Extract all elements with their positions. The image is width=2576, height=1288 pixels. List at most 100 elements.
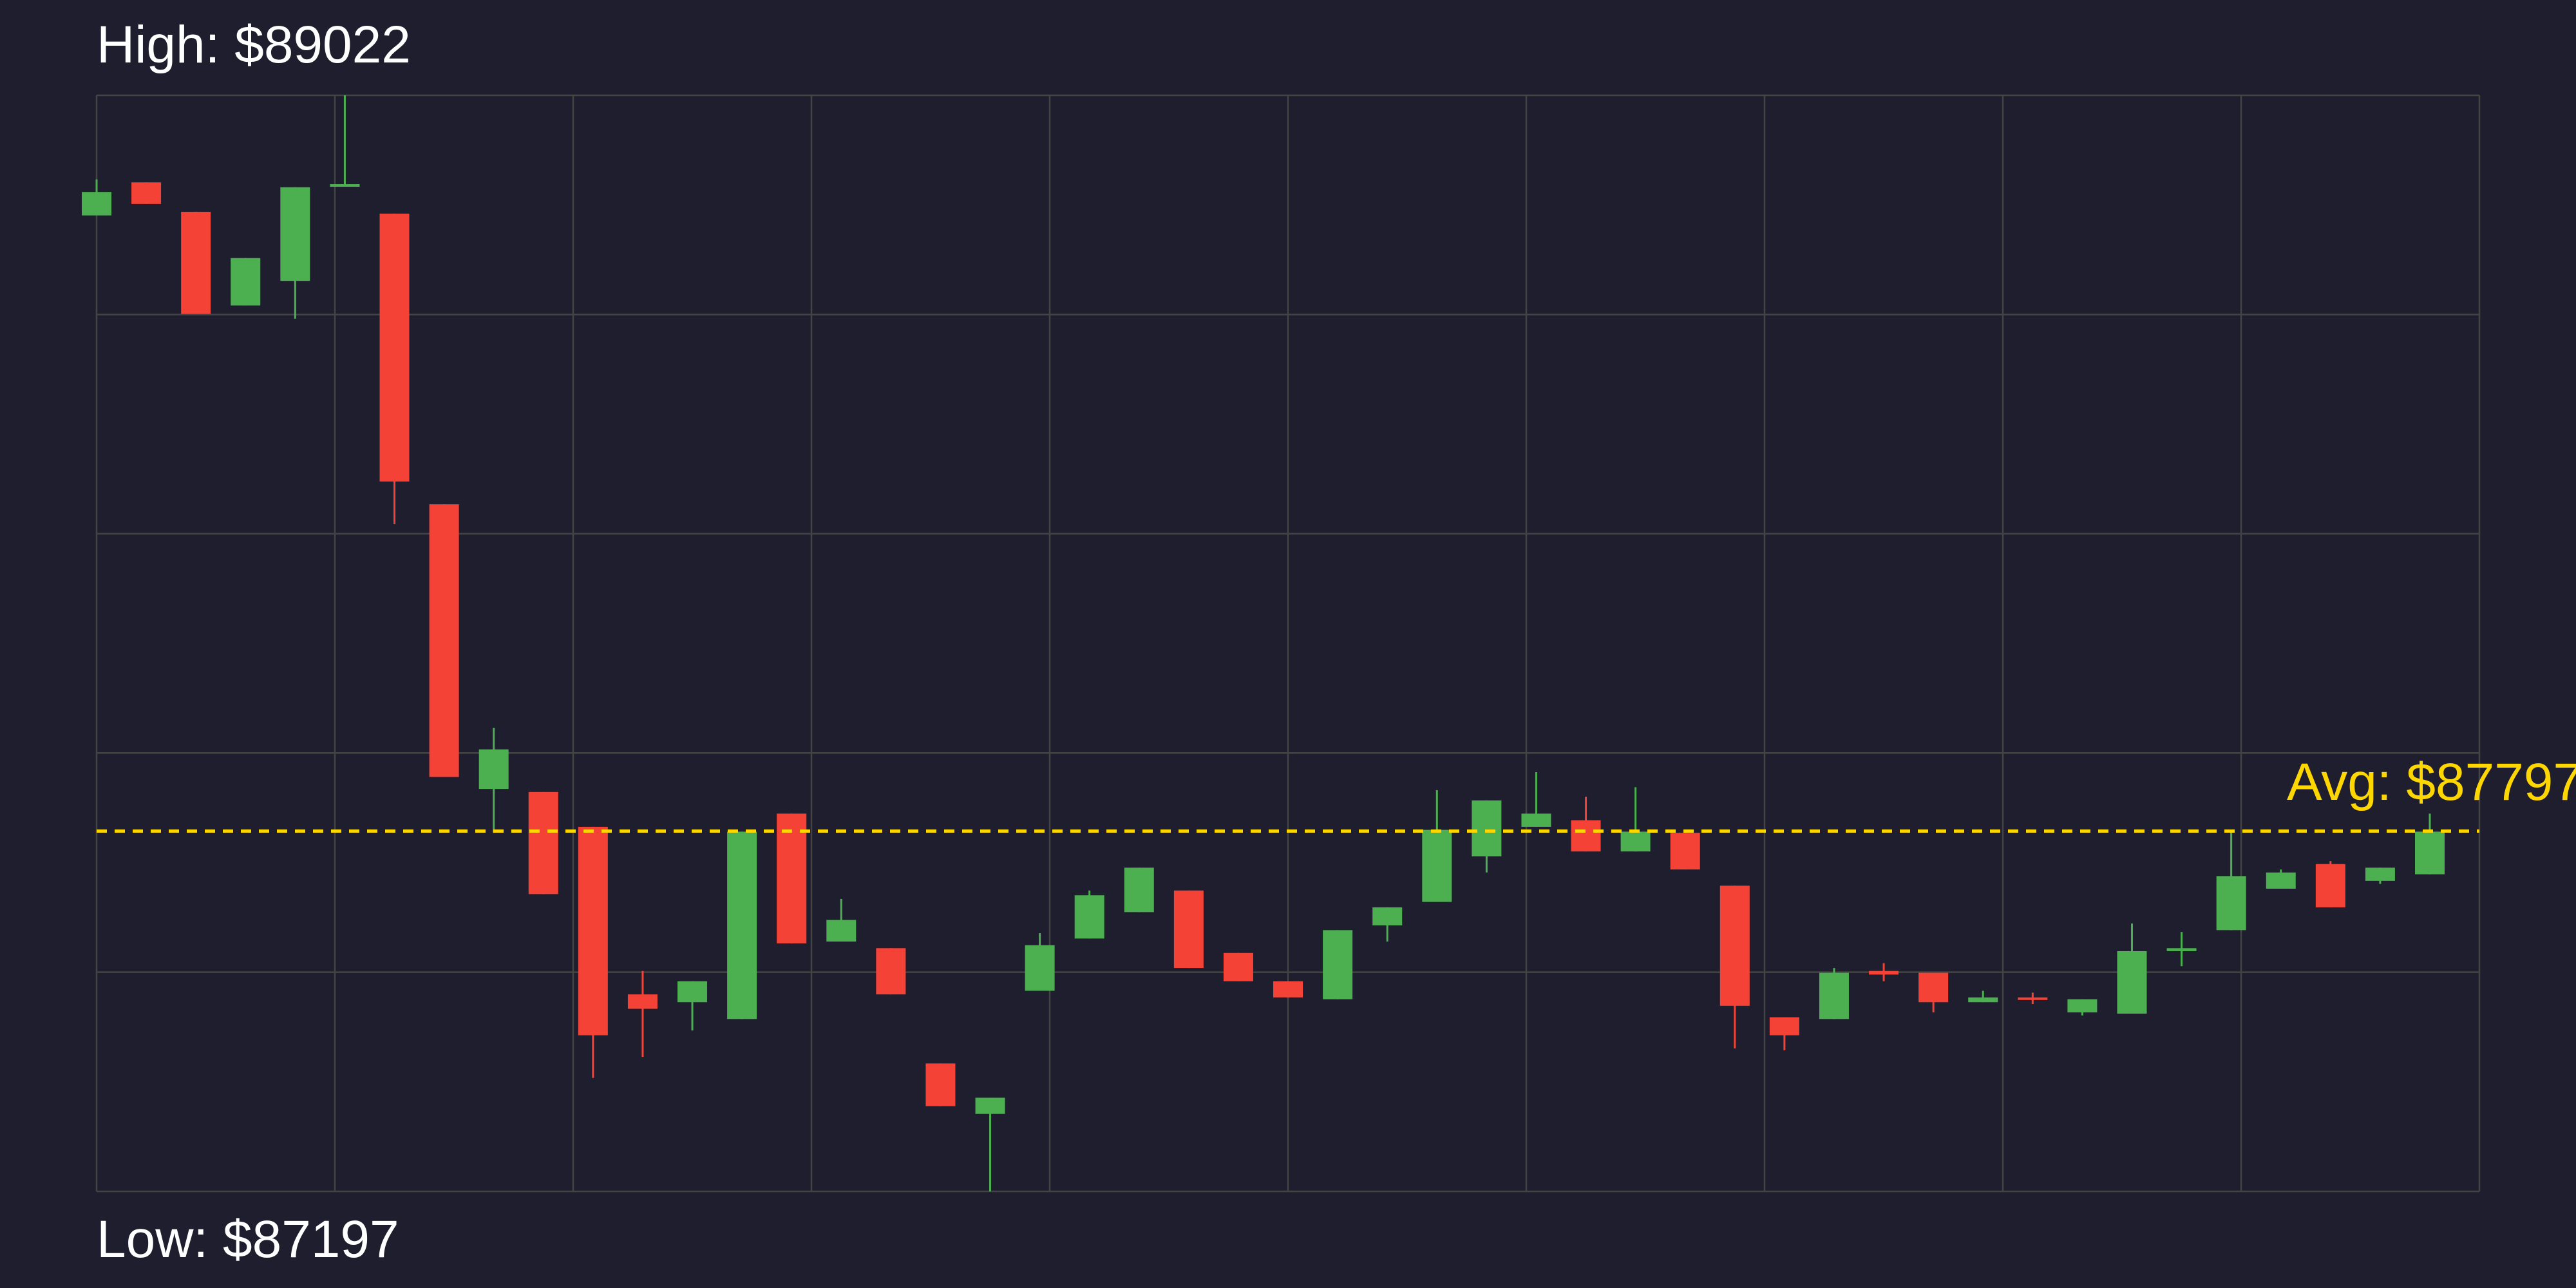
candle-body [429,504,459,777]
candle-body [2067,999,2098,1013]
candle-body [1223,952,1253,981]
candle [2365,867,2395,884]
candle-body [1571,820,1601,852]
avg-label: Avg: $87797 [2287,753,2576,811]
candle-body [2415,831,2445,875]
candle [1025,933,1055,991]
candle [677,981,708,1031]
candle-body [677,981,708,1003]
candle [429,504,459,777]
candle-body [975,1097,1005,1114]
candle-body [727,831,757,1019]
candle [478,728,509,833]
candle [1074,890,1104,939]
candle [1769,1017,1799,1050]
candle [1124,867,1154,913]
candle-body [1670,833,1700,870]
candle [330,95,360,187]
candle-body [1869,971,1899,975]
candle [181,211,211,314]
candle-body [1025,945,1055,991]
candle-body [1074,895,1104,939]
candle [876,948,906,995]
candle [777,813,807,943]
candle [2067,999,2098,1016]
candle-body [1620,831,1651,852]
candle-body [876,948,906,995]
candle [1968,990,1998,1003]
candle-body [1769,1017,1799,1036]
candle-body [2018,997,2048,1000]
candle [2266,869,2296,889]
candle-body [131,182,162,204]
candle-body [2216,876,2246,931]
candle [1571,797,1601,852]
candle [1521,772,1551,827]
candle-body [528,791,558,895]
candle [1223,952,1253,981]
candle-body [82,192,111,216]
candle [627,971,658,1057]
candle-body [925,1063,956,1106]
candle [1472,800,1502,873]
candle [1620,787,1651,852]
candle [1719,886,1750,1049]
candle [1670,833,1700,870]
candle-body [2365,867,2395,881]
candle [231,258,261,306]
candle-body [1124,867,1154,913]
candle-body [280,187,310,281]
candle [2315,861,2345,907]
low-label: Low: $87197 [97,1210,399,1269]
high-label: High: $89022 [97,15,411,74]
candle-body [1918,972,1949,1003]
candle [82,179,111,216]
candle-body [1819,972,1849,1019]
candles [82,95,2445,1191]
candle-body [1273,981,1303,998]
candle-body [379,213,410,482]
candle-body [627,994,658,1009]
candle [1869,963,1899,981]
candle [379,213,410,524]
candle [925,1063,956,1106]
candle [975,1097,1005,1191]
candle-body [777,813,807,943]
candle [1422,790,1452,902]
candle-body [1372,907,1403,925]
grid [95,94,2481,1193]
candle [528,791,558,895]
candle-body [1719,886,1750,1006]
candle-body [330,184,360,187]
candle-body [578,826,608,1036]
candle-body [1173,890,1204,969]
candle-body [2266,872,2296,889]
candle-body [2117,951,2147,1014]
candle [2415,813,2445,875]
candle-body [1472,800,1502,857]
candle [826,898,857,942]
candle [280,187,310,319]
candle-body [1968,997,1998,1003]
candle-body [2166,948,2197,951]
candle [2166,932,2197,967]
candle [1173,890,1204,969]
candle-body [826,920,857,942]
candle [1819,968,1849,1019]
candle [2018,992,2048,1005]
candle [131,182,162,204]
candle-body [1521,813,1551,827]
candle-body [2315,864,2345,907]
candle [2117,923,2147,1014]
candle [1273,981,1303,998]
candle-body [231,258,261,306]
candle-body [478,749,509,790]
candle [727,831,757,1019]
candle [578,826,608,1078]
candle-body [181,211,211,314]
candle-body [1323,930,1353,999]
candle-body [1422,829,1452,902]
candle [2216,829,2246,931]
candle [1323,930,1353,999]
